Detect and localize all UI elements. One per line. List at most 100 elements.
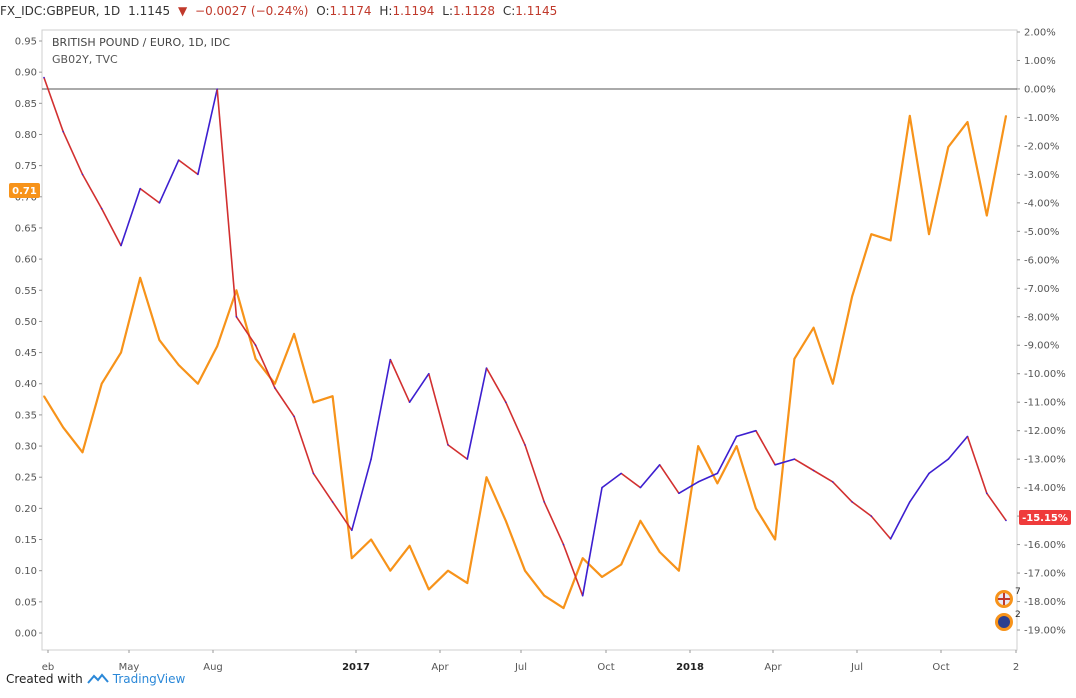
x-tick-label: Oct	[932, 662, 949, 672]
left-tick-label: 0.90	[15, 68, 37, 79]
series-layer	[43, 76, 1008, 610]
high-value: 1.1194	[392, 4, 435, 18]
gbpeur-point	[562, 543, 565, 546]
series-gbpeur-segment	[466, 367, 488, 460]
gbpeur-point	[889, 538, 892, 540]
open-label: O:	[316, 4, 330, 18]
chart-header: FX_IDC:GBPEUR, 1D 1.1145 ▼ −0.0027 (−0.2…	[0, 0, 1076, 22]
gbpeur-point	[254, 344, 257, 347]
gb02y-point	[62, 426, 64, 429]
series-gbpeur-segment	[716, 436, 738, 474]
gbpeur-point	[870, 515, 873, 517]
gb02y-point	[43, 395, 45, 398]
left-tick-label: 0.25	[15, 473, 37, 484]
x-axis: eb May Aug 2017 Apr Jul Oct 2018 Apr Jul Oct 2	[42, 650, 1019, 672]
gb02y-point	[755, 507, 757, 510]
gbpeur-point	[235, 316, 238, 318]
gb02y-point	[889, 239, 892, 242]
uk-flag-icon[interactable]: 7	[995, 587, 1021, 608]
gbpeur-point	[158, 202, 161, 204]
gbpeur-point	[851, 501, 853, 503]
last-price: 1.1145	[128, 4, 171, 18]
right-tick-label: -9.00%	[1024, 341, 1059, 352]
tradingview-logo-icon	[87, 673, 109, 684]
gbpeur-point	[774, 464, 776, 466]
right-tick-label: -4.00%	[1024, 198, 1059, 209]
series-gbpeur-segment	[505, 401, 526, 446]
tradingview-brand[interactable]: TradingView	[112, 672, 186, 686]
gbpeur-point	[120, 244, 122, 247]
gbpeur-point	[428, 372, 430, 375]
gb02y-point	[986, 214, 988, 217]
gbpeur-point	[485, 367, 488, 369]
gbpeur-point	[909, 501, 911, 503]
gbpeur-point	[197, 173, 199, 176]
right-badge-text: -15.15%	[1022, 513, 1068, 524]
right-value-badge: -15.15%	[1019, 510, 1071, 525]
series-gbpeur-segment	[774, 458, 795, 466]
left-tick-label: 0.05	[15, 597, 37, 608]
price-chart[interactable]: 0.950.900.850.800.750.700.650.600.550.50…	[0, 22, 1076, 672]
gb02y-point	[793, 358, 796, 360]
series-gbpeur-segment	[581, 487, 603, 596]
series-gbpeur-segment	[659, 464, 680, 494]
plot-frame	[41, 29, 1018, 651]
series-gbpeur-segment	[851, 501, 872, 517]
symbol-label[interactable]: FX_IDC:GBPEUR, 1D	[0, 4, 121, 18]
series-gbpeur-segment	[447, 444, 468, 460]
right-tick-label: -16.00%	[1024, 540, 1066, 551]
x-tick-label: Apr	[431, 662, 449, 672]
series-gbpeur-segment	[543, 501, 565, 545]
gb02y-point	[697, 445, 699, 447]
left-tick-label: 0.15	[15, 535, 37, 546]
gbpeur-point	[466, 458, 469, 460]
x-tick-label: Jul	[514, 662, 527, 672]
right-tick-label: -11.00%	[1024, 398, 1066, 409]
series-gbpeur-segment	[312, 472, 334, 503]
gbpeur-point	[620, 472, 622, 475]
left-tick-label: 0.80	[15, 130, 37, 141]
series-gbpeur-segment	[216, 88, 238, 317]
gbpeur-point	[100, 207, 103, 210]
eu-flag-icon[interactable]: 2	[995, 610, 1021, 631]
gbpeur-point	[543, 501, 545, 503]
series-gbpeur-segment	[678, 481, 699, 494]
gb02y-point	[177, 364, 180, 366]
close-value: 1.1145	[515, 4, 558, 18]
right-tick-label: 1.00%	[1024, 56, 1056, 67]
gb02y-point	[543, 594, 545, 597]
gb02y-point	[678, 569, 680, 572]
gbpeur-point	[351, 529, 353, 532]
x-tick-label: 2017	[342, 662, 370, 672]
gbpeur-point	[986, 492, 988, 495]
series-gbpeur-segment	[697, 472, 718, 483]
gbpeur-point	[447, 444, 449, 446]
chart-title: BRITISH POUND / EURO, 1D, IDC	[52, 36, 230, 49]
gb02y-point	[466, 582, 469, 584]
gbpeur-point	[505, 401, 507, 404]
gb02y-point	[216, 345, 218, 348]
right-tick-label: -10.00%	[1024, 369, 1066, 380]
gb02y-point	[735, 445, 738, 447]
gbpeur-point	[370, 458, 372, 460]
low-value: 1.1128	[453, 4, 496, 18]
gbpeur-point	[928, 472, 930, 475]
gb02y-point	[485, 476, 488, 479]
left-tick-label: 0.95	[15, 37, 37, 48]
series-gbpeur-segment	[986, 492, 1007, 521]
gb02y-point	[312, 401, 315, 404]
gbpeur-point	[216, 88, 218, 90]
series-gbpeur-segment	[235, 316, 257, 346]
open-value: 1.1174	[329, 4, 372, 18]
series-gbpeur-segment	[158, 159, 180, 204]
footer: Created with TradingView	[6, 672, 185, 686]
gb02y-point	[254, 358, 257, 360]
gb02y-point	[81, 451, 84, 454]
x-tick-label: Aug	[203, 662, 223, 672]
right-axis: 2.00% 1.00% 0.00% -1.00% -2.00% -3.00% -4.00% -…	[1017, 28, 1066, 637]
right-tick-label: -1.00%	[1024, 113, 1059, 124]
gbpeur-point	[408, 401, 411, 404]
gb02y-point	[928, 233, 930, 235]
gbpeur-point	[293, 415, 295, 418]
left-tick-label: 0.55	[15, 286, 37, 297]
